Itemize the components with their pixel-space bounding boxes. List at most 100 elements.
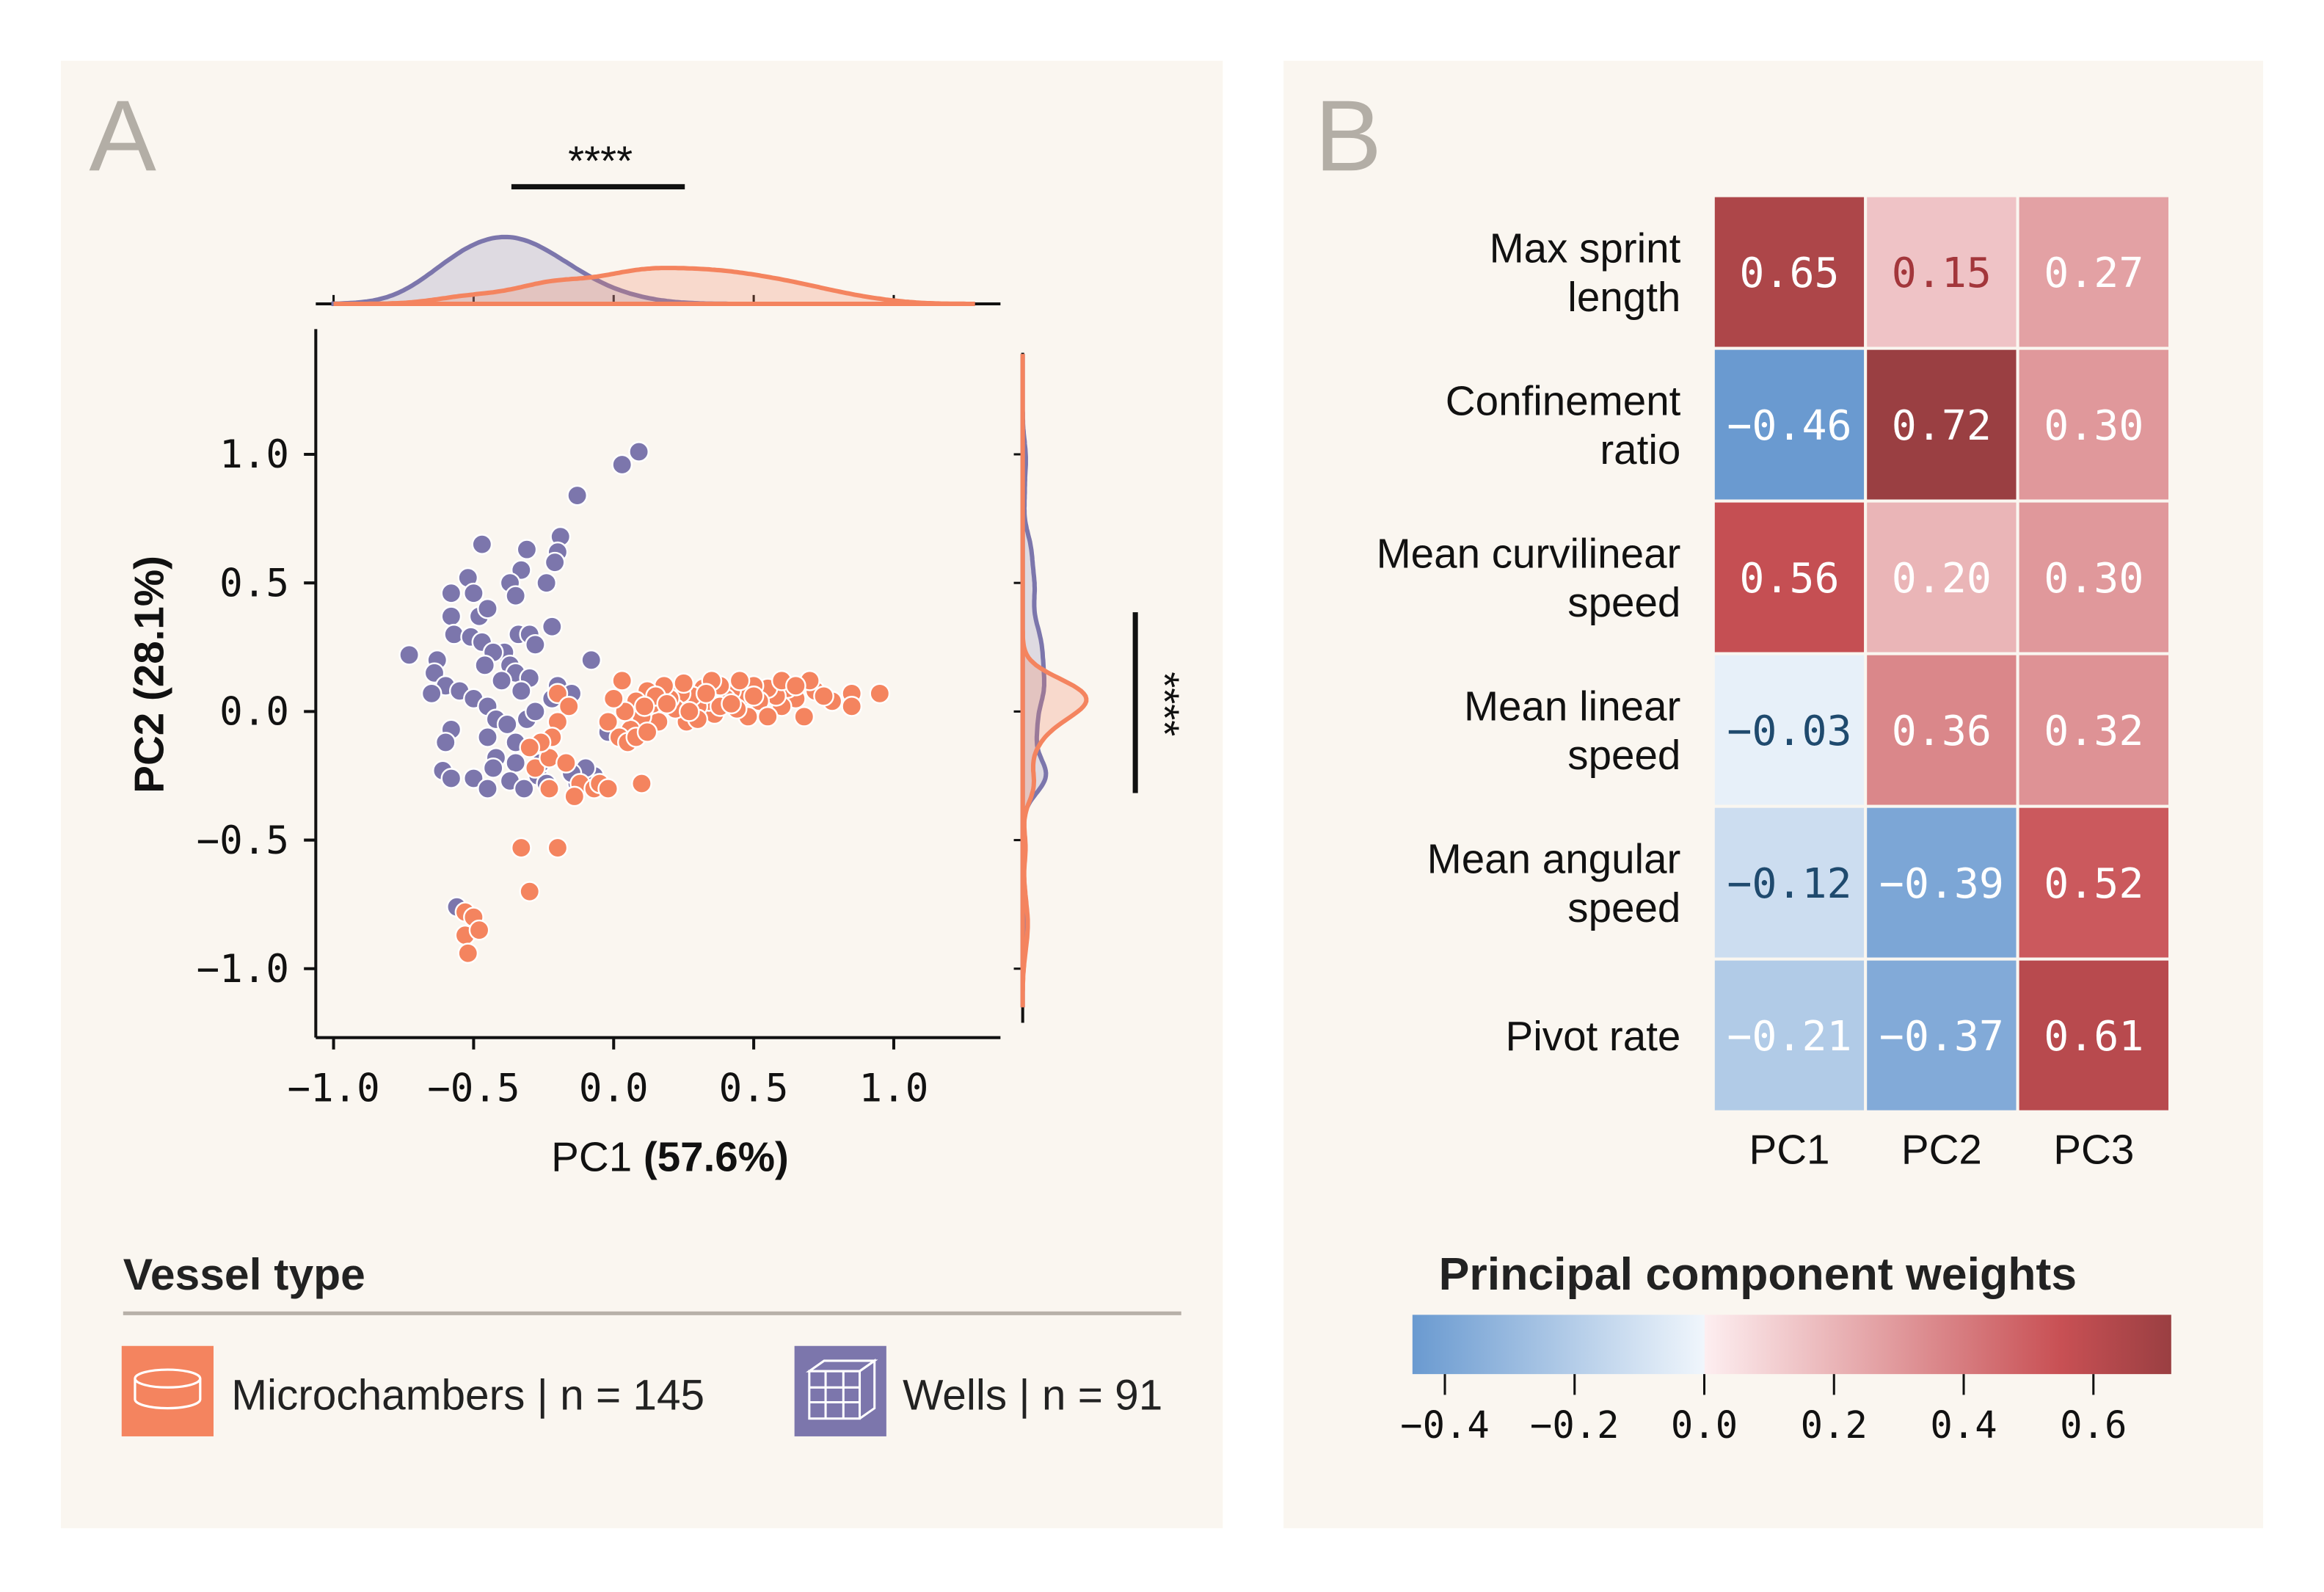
point-microchambers bbox=[631, 773, 652, 794]
heatmap-cell-label: 0.52 bbox=[2044, 860, 2143, 908]
point-microchambers bbox=[547, 837, 569, 859]
point-wells bbox=[474, 654, 496, 676]
row-label-line: Mean angular bbox=[1427, 836, 1681, 882]
x-tick-label: −1.0 bbox=[287, 1066, 379, 1111]
point-wells bbox=[477, 727, 498, 748]
point-wells bbox=[491, 669, 512, 691]
heatmap-cell bbox=[1711, 804, 1868, 961]
point-wells bbox=[420, 683, 442, 705]
heatmap-cell-label: 0.15 bbox=[1892, 250, 1992, 297]
point-wells bbox=[440, 606, 462, 628]
row-label-line: speed bbox=[1567, 884, 1680, 931]
point-wells bbox=[505, 752, 527, 774]
point-microchambers bbox=[743, 686, 765, 707]
y-tick-label: 1.0 bbox=[219, 432, 289, 477]
heatmap-cell bbox=[2016, 346, 2172, 503]
point-microchambers bbox=[564, 785, 586, 807]
point-microchambers bbox=[510, 837, 532, 859]
heatmap-cell-label: −0.37 bbox=[1879, 1013, 2004, 1061]
point-wells bbox=[440, 768, 462, 789]
heatmap-row-label: Max sprint length bbox=[1490, 225, 1681, 320]
point-wells bbox=[628, 441, 649, 462]
heatmap-row-label: Pivot rate bbox=[1506, 1013, 1681, 1059]
heatmap-column-label: PC2 bbox=[1901, 1126, 1982, 1172]
heatmap: 0.65 0.15 0.27 Max sprint length −0.46 0.72 0.3… bbox=[1377, 194, 2172, 1172]
point-microchambers bbox=[673, 672, 695, 694]
heatmap-cell-label: 0.61 bbox=[2044, 1013, 2143, 1061]
point-microchambers bbox=[656, 693, 678, 715]
heatmap-cell-label: 0.32 bbox=[2044, 708, 2143, 755]
point-wells bbox=[463, 582, 484, 604]
heatmap-cell bbox=[1711, 957, 1868, 1113]
colorbar-tick-label: −0.4 bbox=[1400, 1403, 1490, 1447]
point-wells bbox=[513, 778, 535, 799]
heatmap-cell-label: −0.03 bbox=[1727, 708, 1851, 755]
point-microchambers bbox=[468, 919, 490, 941]
row-label-line: Pivot rate bbox=[1506, 1013, 1681, 1059]
heatmap-cell-label: −0.21 bbox=[1727, 1013, 1851, 1061]
point-microchambers bbox=[597, 711, 619, 733]
point-wells bbox=[611, 454, 633, 476]
point-wells bbox=[477, 778, 498, 799]
point-wells bbox=[516, 539, 538, 560]
point-wells bbox=[544, 551, 566, 573]
point-microchambers bbox=[729, 669, 751, 691]
heatmap-column-label: PC1 bbox=[1749, 1126, 1829, 1172]
panel-a: A −1.0 −0.5 0.0 0.5 1.0 1.0 0.5 0.0 −0.5 −1.0 PC1… bbox=[60, 60, 1223, 1529]
colorbar bbox=[1412, 1315, 2171, 1375]
row-label-line: Confinement bbox=[1446, 377, 1681, 424]
colorbar-tick-label: 0.6 bbox=[2060, 1403, 2127, 1447]
point-wells bbox=[496, 713, 518, 735]
row-label-line: Mean linear bbox=[1464, 683, 1680, 730]
legend-item-microchambers: Microchambers | n = 145 bbox=[121, 1345, 704, 1436]
point-microchambers bbox=[757, 706, 779, 727]
heatmap-cell-label: −0.39 bbox=[1879, 860, 2004, 908]
heatmap-cell bbox=[2016, 652, 2172, 808]
point-microchambers bbox=[602, 688, 624, 710]
legend-title: Vessel type bbox=[123, 1249, 365, 1299]
x-axis-label-pct: (57.6%) bbox=[644, 1133, 789, 1180]
x-tick-label: 1.0 bbox=[859, 1066, 929, 1111]
point-microchambers bbox=[785, 675, 806, 697]
right-significance-stars: **** bbox=[1141, 672, 1187, 736]
heatmap-cell-label: 0.30 bbox=[2044, 555, 2143, 603]
point-microchambers bbox=[558, 696, 580, 717]
microchambers-swatch bbox=[121, 1345, 214, 1436]
heatmap-cell-label: 0.72 bbox=[1892, 402, 1992, 450]
y-tick-label: 0.5 bbox=[219, 561, 289, 606]
row-label-line: Max sprint bbox=[1490, 225, 1681, 271]
x-axis-label: PC1 (57.6%) bbox=[551, 1133, 789, 1180]
point-wells bbox=[525, 701, 546, 722]
heatmap-cell bbox=[2016, 957, 2172, 1113]
row-label-line: Mean curvilinear bbox=[1377, 530, 1681, 576]
well-plate-grid-icon bbox=[806, 1359, 878, 1420]
point-microchambers bbox=[611, 669, 633, 691]
y-axis-label-name: PC2 bbox=[125, 713, 172, 793]
heatmap-cell-label: 0.27 bbox=[2044, 250, 2143, 297]
y-axis-label: PC2 (28.1%) bbox=[125, 556, 172, 793]
right-kde-microchambers bbox=[1020, 354, 1089, 1008]
panel-a-letter: A bbox=[89, 80, 156, 192]
heatmap-cell bbox=[1711, 499, 1868, 655]
top-kde-microchambers bbox=[333, 266, 975, 307]
heatmap-cell bbox=[1711, 194, 1868, 350]
colorbar-ticks: −0.4 −0.2 0.0 0.2 0.4 0.6 bbox=[1400, 1374, 2127, 1447]
y-tick-label: −1.0 bbox=[197, 947, 289, 992]
heatmap-cell bbox=[1864, 804, 2019, 961]
point-microchambers bbox=[841, 696, 863, 717]
heatmap-cell-label: 0.20 bbox=[1892, 555, 1992, 603]
point-microchambers bbox=[525, 757, 546, 779]
point-microchambers bbox=[597, 778, 619, 799]
legend-label-microchambers: Microchambers | n = 145 bbox=[231, 1372, 704, 1420]
heatmap-row-label: Mean curvilinear speed bbox=[1377, 530, 1681, 625]
colorbar-tick-label: −0.2 bbox=[1530, 1403, 1620, 1447]
point-wells bbox=[580, 649, 602, 671]
point-microchambers bbox=[721, 693, 742, 715]
heatmap-cell-label: −0.12 bbox=[1727, 860, 1851, 908]
y-tick-label: −0.5 bbox=[197, 818, 289, 863]
point-microchambers bbox=[869, 683, 891, 705]
x-tick-label: 0.5 bbox=[719, 1066, 789, 1111]
y-axis-label-pct: (28.1%) bbox=[125, 556, 172, 701]
row-label-line: speed bbox=[1567, 579, 1680, 625]
panel-b-letter: B bbox=[1315, 80, 1383, 192]
